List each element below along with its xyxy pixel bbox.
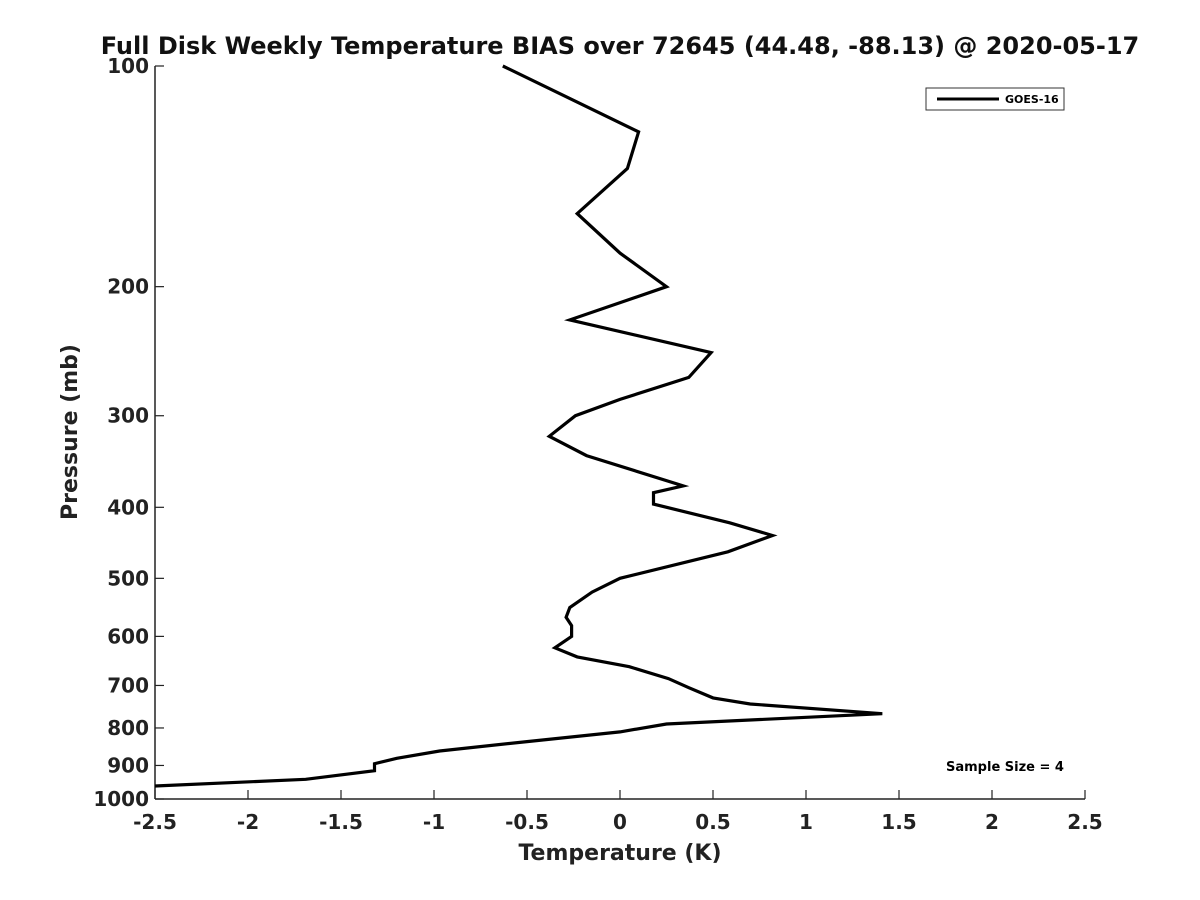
- data-point: [374, 770, 375, 771]
- data-point: [688, 687, 689, 688]
- x-ticks: -2.5 -2 -1.5 -1 -0.5 0 0.5 1 1.5 2 2.5: [133, 790, 1103, 834]
- data-point: [627, 168, 628, 169]
- y-tick-label: 400: [107, 495, 149, 519]
- y-tick-label: 200: [107, 275, 149, 299]
- y-tick-label: 700: [107, 673, 149, 697]
- series-layer: [154, 64, 883, 788]
- data-point: [502, 65, 503, 66]
- data-point: [772, 535, 773, 536]
- data-point: [396, 758, 397, 759]
- data-point: [571, 625, 572, 626]
- data-point: [571, 636, 572, 637]
- data-point: [565, 617, 566, 618]
- y-tick-label: 100: [107, 54, 149, 78]
- data-point: [577, 656, 578, 657]
- data-point: [882, 713, 883, 714]
- y-axis-label: Pressure (mb): [58, 344, 83, 520]
- sample-size-annotation: Sample Size = 4: [946, 760, 1064, 775]
- data-point: [711, 352, 712, 353]
- data-point: [439, 750, 440, 751]
- chart-title: Full Disk Weekly Temperature BIAS over 7…: [101, 32, 1140, 60]
- data-point: [554, 647, 555, 648]
- x-axis-label: Temperature (K): [518, 841, 721, 866]
- data-point: [305, 779, 306, 780]
- data-point: [619, 399, 620, 400]
- data-point: [712, 697, 713, 698]
- x-tick-label: -2: [237, 810, 259, 834]
- y-tick-label: 1000: [93, 787, 149, 811]
- data-point: [683, 485, 684, 486]
- y-tick-label: 600: [107, 624, 149, 648]
- data-point: [638, 131, 639, 132]
- data-point: [729, 522, 730, 523]
- legend-label: GOES-16: [1005, 93, 1059, 106]
- data-point: [526, 741, 527, 742]
- data-point: [619, 253, 620, 254]
- x-tick-label: 0.5: [695, 810, 730, 834]
- data-point: [577, 213, 578, 214]
- x-tick-label: -1: [423, 810, 445, 834]
- data-point: [629, 666, 630, 667]
- data-point: [666, 286, 667, 287]
- y-ticks: 100 200 300 400 500 600 700 800 900 1000: [93, 54, 164, 811]
- data-point: [653, 492, 654, 493]
- y-tick-label: 900: [107, 753, 149, 777]
- x-tick-label: 2: [985, 810, 999, 834]
- y-tick-label: 500: [107, 566, 149, 590]
- y-tick-label: 300: [107, 404, 149, 428]
- plot-area: [155, 66, 1085, 799]
- y-tick-label: 800: [107, 716, 149, 740]
- data-point: [569, 319, 570, 320]
- data-point: [592, 591, 593, 592]
- data-point: [668, 678, 669, 679]
- data-point: [619, 731, 620, 732]
- x-tick-label: 1: [799, 810, 813, 834]
- data-point: [619, 578, 620, 579]
- x-tick-label: 0: [613, 810, 627, 834]
- x-tick-label: 1.5: [881, 810, 916, 834]
- x-tick-label: -0.5: [505, 810, 549, 834]
- data-point: [666, 723, 667, 724]
- data-point: [569, 607, 570, 608]
- data-point: [549, 436, 550, 437]
- data-point: [727, 551, 728, 552]
- data-point: [750, 703, 751, 704]
- series-line-0: [154, 64, 883, 788]
- x-tick-label: -2.5: [133, 810, 177, 834]
- data-point: [374, 763, 375, 764]
- x-tick-label: -1.5: [319, 810, 363, 834]
- data-point: [154, 785, 155, 786]
- legend: GOES-16: [925, 87, 1065, 111]
- x-tick-label: 2.5: [1067, 810, 1102, 834]
- data-point: [688, 377, 689, 378]
- data-point: [653, 504, 654, 505]
- data-point: [575, 415, 576, 416]
- data-point: [586, 455, 587, 456]
